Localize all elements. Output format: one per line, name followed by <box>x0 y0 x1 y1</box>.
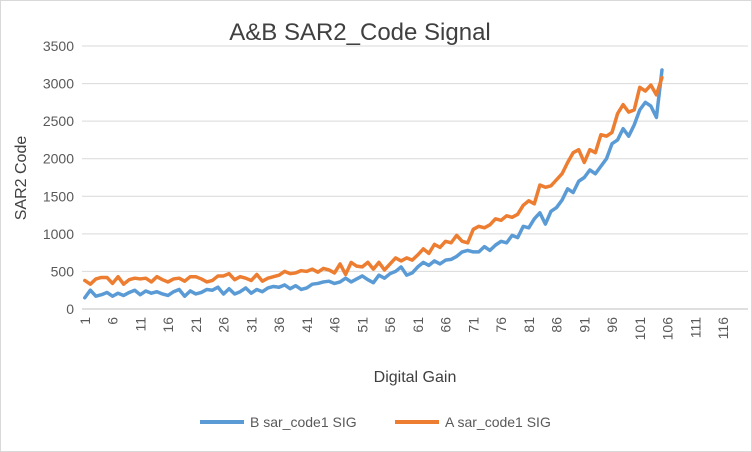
chart-title: A&B SAR2_Code Signal <box>229 19 491 46</box>
y-tick-label: 1500 <box>43 188 74 204</box>
y-tick-label: 3000 <box>43 76 74 92</box>
x-tick-label: 101 <box>632 317 648 341</box>
x-tick-label: 21 <box>188 317 204 333</box>
x-tick-label: 11 <box>132 317 148 332</box>
x-tick-label: 66 <box>438 317 454 333</box>
x-tick-label: 76 <box>493 317 509 333</box>
x-tick-label: 16 <box>160 317 176 333</box>
x-tick-label: 56 <box>382 317 398 333</box>
x-tick-label: 106 <box>660 317 676 341</box>
y-tick-label: 0 <box>66 301 74 317</box>
legend-label: A sar_code1 SIG <box>445 414 551 430</box>
x-tick-label: 6 <box>105 317 121 325</box>
y-tick-label: 500 <box>51 263 75 279</box>
y-tick-label: 2000 <box>43 151 74 167</box>
series-line <box>83 75 664 286</box>
x-tick-label: 71 <box>465 317 481 333</box>
x-tick-label: 36 <box>271 317 287 333</box>
x-tick-label: 111 <box>687 317 703 338</box>
legend-label: B sar_code1 SIG <box>250 414 357 430</box>
x-tick-label: 41 <box>299 317 315 333</box>
x-tick-label: 96 <box>604 317 620 333</box>
x-tick-label: 31 <box>243 317 259 333</box>
x-tick-label: 91 <box>576 317 592 333</box>
y-tick-label: 3500 <box>43 38 74 54</box>
x-tick-label: 51 <box>354 317 370 333</box>
x-tick-label: 1 <box>77 317 93 325</box>
x-tick-label: 116 <box>715 317 731 340</box>
y-tick-label: 2500 <box>43 113 74 129</box>
y-tick-label: 1000 <box>43 226 74 242</box>
x-tick-label: 26 <box>216 317 232 333</box>
x-axis-title: Digital Gain <box>374 369 457 386</box>
series-line <box>83 68 664 300</box>
x-tick-label: 46 <box>327 317 343 333</box>
x-tick-label: 86 <box>549 317 565 333</box>
x-tick-label: 81 <box>521 317 537 333</box>
x-tick-label: 61 <box>410 317 426 333</box>
y-axis-title: SAR2 Code <box>13 136 30 221</box>
